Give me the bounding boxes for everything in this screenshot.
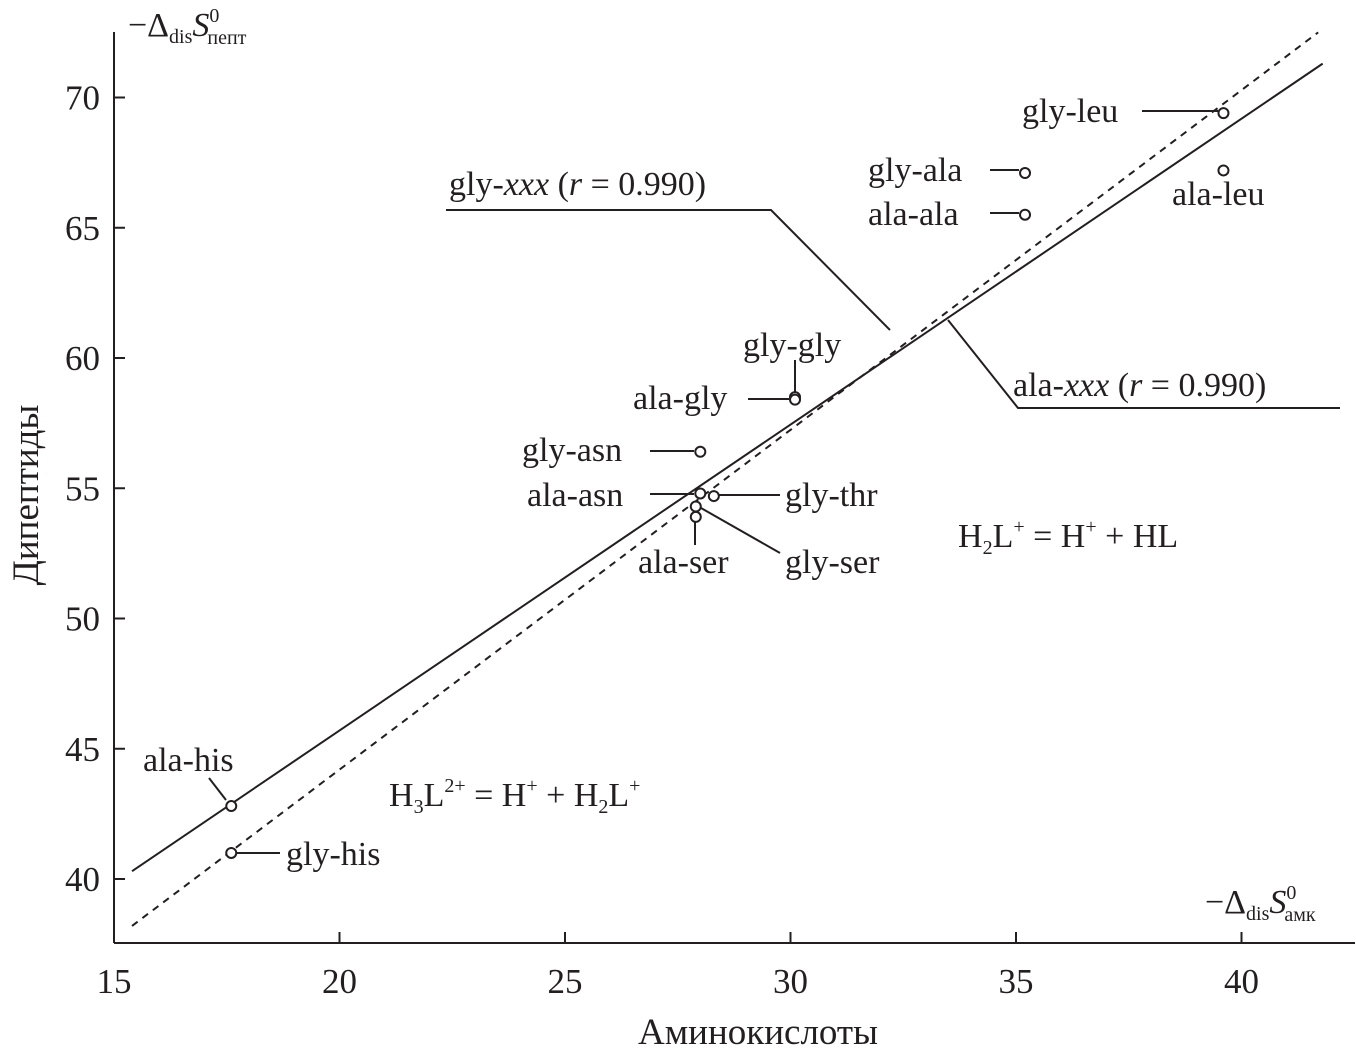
point-label-gly-thr: gly-thr [785,477,878,514]
y-tick-label: 50 [65,600,100,639]
y-tick-label: 65 [65,209,100,248]
point-label-ala-gly: ala-gly [633,380,727,417]
leader-gly-ser [700,507,781,554]
x-axis-symbol: −ΔdisS0 амк [1205,882,1316,926]
x-tick-label: 15 [97,962,132,1001]
equation-upper: H2L+ = H+ + HL [958,516,1178,559]
data-point-gly-his [225,846,238,859]
label-leader-lines [208,110,1218,854]
data-point-ala-his [225,800,238,813]
y-axis-symbol: −ΔdisS0 пепт [128,5,247,49]
x-tick-label: 40 [1224,962,1259,1001]
point-label-gly-his: gly-his [286,836,380,873]
x-axis-title: Аминокислоты [638,1012,878,1053]
y-axis-title: Дипептиды [6,405,47,586]
leader-ala-his [208,777,227,801]
gly-xxx-regression-line [131,31,1319,927]
ala-line-label-leader [947,319,1340,409]
data-point-gly-ala [1019,167,1032,180]
data-point-gly-leu [1217,107,1230,120]
point-label-ala-ala: ala-ala [868,196,959,233]
point-label-gly-ala: gly-ala [868,152,962,189]
point-label-ala-leu: ala-leu [1172,176,1265,213]
data-point-gly-asn [694,445,707,458]
regression-lines [131,31,1324,927]
point-label-ala-asn: ala-asn [527,477,623,514]
point-label-gly-ser: gly-ser [785,544,880,581]
point-label-gly-asn: gly-asn [522,432,622,469]
data-point-ala-ala [1019,208,1032,221]
point-labels: gly-leu ala-leu gly-ala ala-ala gly-gly ala-g… [143,93,1265,873]
y-tick-label: 60 [65,339,100,378]
point-label-ala-his: ala-his [143,742,234,779]
x-tick-label: 25 [548,962,583,1001]
data-point-ala-leu [1217,164,1230,177]
point-label-ala-ser: ala-ser [638,544,729,581]
data-points [225,107,1230,859]
data-point-ala-gly [789,393,802,406]
y-tick-label: 40 [65,860,100,899]
y-tick-label: 70 [65,79,100,118]
data-point-ala-ser [689,510,702,523]
x-tick-label: 30 [773,962,808,1001]
y-tick-label: 55 [65,469,100,508]
point-label-gly-leu: gly-leu [1022,93,1118,130]
equation-lower: H3L2+ = H+ + H2L+ [389,775,640,818]
data-point-gly-thr [707,490,720,503]
gly-line-label-leader [446,209,891,331]
data-point-gly-ser [689,500,702,513]
ala-xxx-regression-line [131,62,1324,873]
x-tick-label: 20 [322,962,357,1001]
y-tick-label: 45 [65,730,100,769]
data-point-ala-asn [694,487,707,500]
point-label-gly-gly: gly-gly [743,327,841,364]
x-tick-label: 35 [999,962,1034,1001]
ala-line-label: ala-xxx (r = 0.990) [1013,367,1266,404]
axes: 15 20 25 30 35 40 40 45 50 55 60 65 70 [65,32,1355,1001]
gly-line-label: gly-xxx (r = 0.990) [449,166,706,203]
